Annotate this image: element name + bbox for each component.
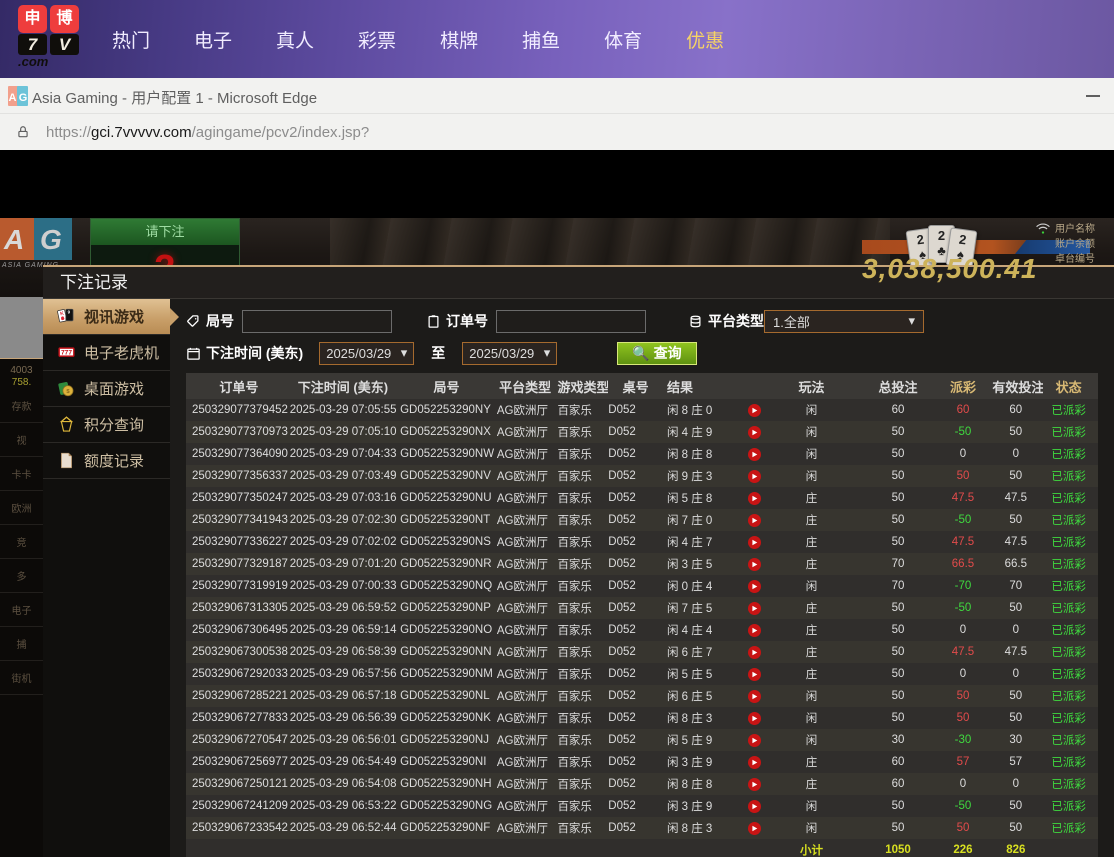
svg-text:A: A: [9, 92, 17, 104]
svg-text:G: G: [19, 92, 28, 104]
svg-text:777: 777: [61, 350, 72, 357]
